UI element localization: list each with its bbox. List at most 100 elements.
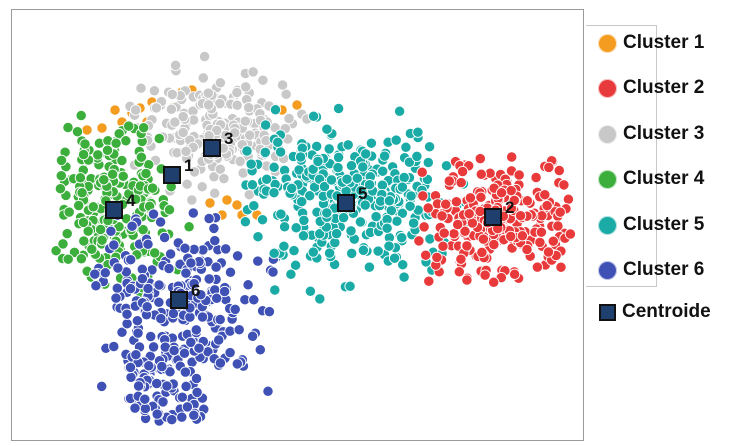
cluster-2-marker [598, 78, 617, 98]
cluster-4-point [101, 144, 114, 156]
legend-item-cluster-4: Cluster 4 [598, 166, 704, 192]
cluster-2-point [416, 166, 428, 178]
cluster-4-point [123, 120, 135, 132]
cluster-2-point [450, 196, 463, 208]
cluster-6-point [124, 282, 137, 295]
cluster-6-point [246, 330, 259, 342]
cluster-4-point [96, 234, 108, 246]
legend-item-cluster-1: Cluster 1 [598, 30, 704, 56]
cluster-5-point [312, 155, 324, 168]
cluster-6-marker [598, 260, 617, 280]
cluster-2-point [437, 240, 449, 252]
cluster-4-point [163, 204, 176, 216]
cluster-5-point [321, 123, 333, 135]
cluster-5-point [275, 208, 287, 220]
cluster-6-point [209, 234, 221, 247]
cluster-5-point [376, 179, 389, 191]
cluster-5-point [296, 195, 308, 208]
legend-item-cluster-5: Cluster 5 [598, 212, 704, 238]
cluster-5-point [372, 245, 384, 257]
cluster-6-point [151, 377, 163, 390]
cluster-3-point [198, 50, 211, 63]
cluster-5-point [329, 236, 341, 249]
cluster-6-point [130, 349, 142, 361]
cluster-5-point [398, 271, 410, 283]
cluster-5-point [304, 190, 316, 202]
cluster-4-point [82, 225, 94, 237]
cluster-2-point [543, 161, 555, 174]
cluster-4-point [54, 183, 67, 195]
cluster-5-point [346, 247, 358, 260]
cluster-6-point [99, 267, 111, 279]
cluster-4-point [149, 247, 161, 259]
cluster-4-point [73, 199, 85, 212]
cluster-5-point [397, 259, 409, 271]
cluster-2-point [506, 151, 518, 163]
cluster-5-point [261, 173, 273, 185]
cluster-6-point [164, 248, 177, 260]
cluster-3-point [209, 187, 221, 199]
cluster-5-point [325, 174, 338, 186]
cluster-2-point [440, 198, 452, 210]
centroid-label-2: 2 [505, 198, 514, 217]
cluster-2-point [514, 210, 527, 222]
legend-item-cluster-6: Cluster 6 [598, 257, 704, 283]
cluster-1-point [291, 99, 303, 111]
cluster-3-point [247, 66, 259, 78]
cluster-6-point [147, 208, 160, 220]
cluster-6-point [179, 366, 192, 378]
legend-label: Cluster 3 [623, 123, 705, 144]
cluster-5-point [288, 244, 300, 257]
cluster-3-point [240, 81, 252, 93]
cluster-1-point [231, 199, 243, 211]
cluster-2-point [530, 171, 542, 184]
cluster-6-point [96, 380, 108, 393]
cluster-5-point [289, 259, 302, 271]
cluster-4-point [62, 121, 74, 134]
cluster-5-point [383, 195, 396, 207]
cluster-5-point [323, 143, 335, 155]
cluster-6-point [263, 305, 276, 318]
cluster-5-point [259, 119, 272, 131]
cluster-3-point [243, 101, 255, 114]
cluster-6-point [178, 347, 191, 359]
centroid-label-5: 5 [358, 184, 367, 203]
cluster-4-point [146, 182, 159, 194]
cluster-5-point [391, 215, 403, 227]
cluster-4-point [77, 148, 90, 161]
cluster-2-point [547, 235, 559, 247]
cluster-6-point [167, 307, 180, 320]
cluster-6-point [267, 266, 279, 278]
cluster-3-point [244, 129, 256, 141]
centroid-2 [484, 208, 502, 226]
cluster-4-point [79, 138, 91, 150]
cluster-3-point [229, 127, 241, 139]
centroids-layer: 1 2 3 4 5 6 [105, 129, 514, 309]
centroid-6 [170, 291, 188, 309]
cluster-5-point [285, 268, 297, 280]
cluster-3-point [211, 124, 223, 137]
cluster-6-point [180, 380, 192, 393]
cluster-5-point [365, 137, 378, 149]
cluster-5-point [269, 104, 282, 116]
cluster-5-point [357, 161, 369, 173]
cluster-2-point [477, 233, 490, 245]
cluster-5-point [412, 126, 424, 138]
cluster-6-point [166, 413, 178, 426]
cluster-6-point [233, 324, 245, 336]
cluster-5-point [381, 222, 393, 234]
cluster-4-point [92, 149, 104, 161]
cluster-6-point [145, 330, 157, 343]
cluster-4-point [130, 193, 142, 205]
cluster-2-point [476, 246, 488, 259]
cluster-3-point [135, 82, 147, 94]
cluster-4-point [76, 187, 88, 199]
cluster-2-point [516, 230, 529, 242]
cluster-3-point [196, 181, 208, 193]
cluster-5-point [405, 190, 417, 202]
cluster-4-point [74, 172, 87, 184]
cluster-5-point [396, 207, 409, 219]
cluster-5-point [344, 280, 356, 292]
cluster-5-point [345, 225, 357, 237]
cluster-5-point [330, 227, 343, 240]
